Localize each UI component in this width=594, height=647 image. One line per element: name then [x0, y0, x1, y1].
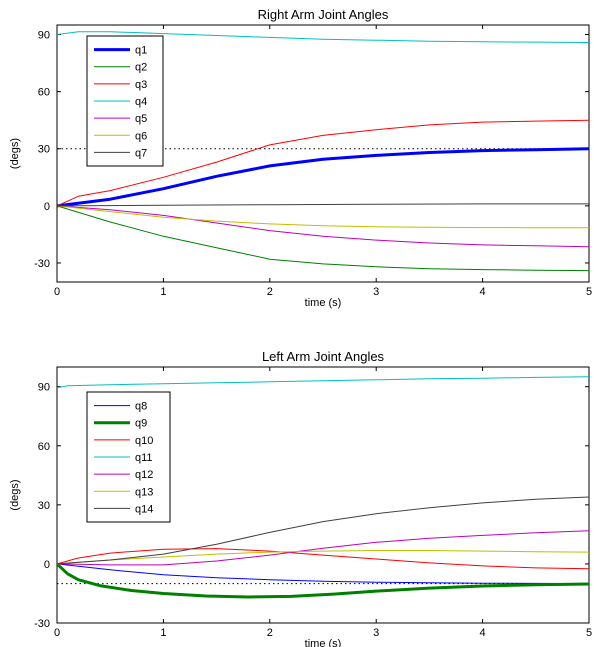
series-line-q14: [57, 496, 589, 565]
y-axis-label: (degs): [9, 138, 21, 169]
series-line-q5: [57, 205, 589, 248]
y-tick-label: 60: [38, 87, 50, 99]
series-group: [57, 31, 589, 272]
legend-label-q8: q8: [135, 401, 147, 413]
y-tick-label: -30: [34, 618, 50, 630]
legend-label-q11: q11: [135, 452, 153, 464]
y-tick-label: -30: [34, 258, 50, 270]
y-tick-label: 90: [38, 382, 50, 394]
series-line-q8: [57, 563, 589, 585]
x-tick-label: 5: [586, 286, 592, 298]
series-group: [57, 376, 589, 599]
legend-label-q1: q1: [135, 45, 147, 57]
chart-panel-2: Left Arm Joint Angles 0 1 2 3 4 5 -30 0 30 60 90 tim…: [9, 349, 592, 647]
series-line-q12: [57, 530, 589, 566]
x-tick-label: 5: [586, 627, 592, 639]
y-tick-label: 0: [44, 201, 50, 213]
x-tick-label: 1: [160, 286, 166, 298]
series-line-q6: [57, 205, 589, 229]
series-line-q10: [57, 548, 589, 570]
legend: q8 q9 q10 q11 q12 q13 q14: [86, 391, 171, 523]
series-line-q7: [57, 203, 589, 207]
y-tick-label: 90: [38, 30, 50, 42]
legend-label-q9: q9: [135, 418, 147, 430]
legend-label-q5: q5: [135, 113, 147, 125]
legend-label-q2: q2: [135, 62, 147, 74]
x-tick-label: 2: [267, 286, 273, 298]
chart-title: Right Arm Joint Angles: [258, 7, 389, 22]
y-tick-label: 60: [38, 441, 50, 453]
legend-label-q4: q4: [135, 96, 147, 108]
plot-area: [56, 24, 590, 283]
series-line-q4: [57, 31, 589, 43]
legend-label-q14: q14: [135, 503, 153, 515]
legend-label-q10: q10: [135, 435, 153, 447]
x-tick-label: 3: [373, 286, 379, 298]
x-tick-label: 4: [480, 627, 486, 639]
chart-title: Left Arm Joint Angles: [262, 349, 385, 364]
series-line-q3: [57, 119, 589, 207]
x-tick-label: 3: [373, 627, 379, 639]
chart-panel-1: Right Arm Joint Angles 0 1 2 3 4 5 -30 0 30 60 90 ti…: [9, 7, 592, 309]
series-line-q9: [57, 562, 589, 599]
legend-label-q6: q6: [135, 130, 147, 142]
x-tick-label: 2: [267, 627, 273, 639]
x-tick-label: 0: [54, 286, 60, 298]
series-line-q2: [57, 205, 589, 272]
legend: q1 q2 q3 q4 q5 q6 q7: [86, 35, 164, 167]
legend-label-q12: q12: [135, 469, 153, 481]
x-tick-label: 4: [480, 286, 486, 298]
series-line-q1: [57, 147, 589, 208]
y-axis-label: (degs): [9, 479, 21, 510]
legend-label-q13: q13: [135, 486, 153, 498]
x-axis-label: time (s): [305, 297, 342, 309]
series-line-q11: [57, 376, 589, 389]
y-tick-label: 30: [38, 500, 50, 512]
legend-label-q3: q3: [135, 79, 147, 91]
series-line-q13: [57, 550, 589, 565]
y-tick-label: 30: [38, 144, 50, 156]
y-tick-label: 0: [44, 559, 50, 571]
x-axis-label: time (s): [305, 638, 342, 647]
x-tick-label: 0: [54, 627, 60, 639]
plot-area: [56, 366, 590, 624]
legend-label-q7: q7: [135, 147, 147, 159]
x-tick-label: 1: [160, 627, 166, 639]
